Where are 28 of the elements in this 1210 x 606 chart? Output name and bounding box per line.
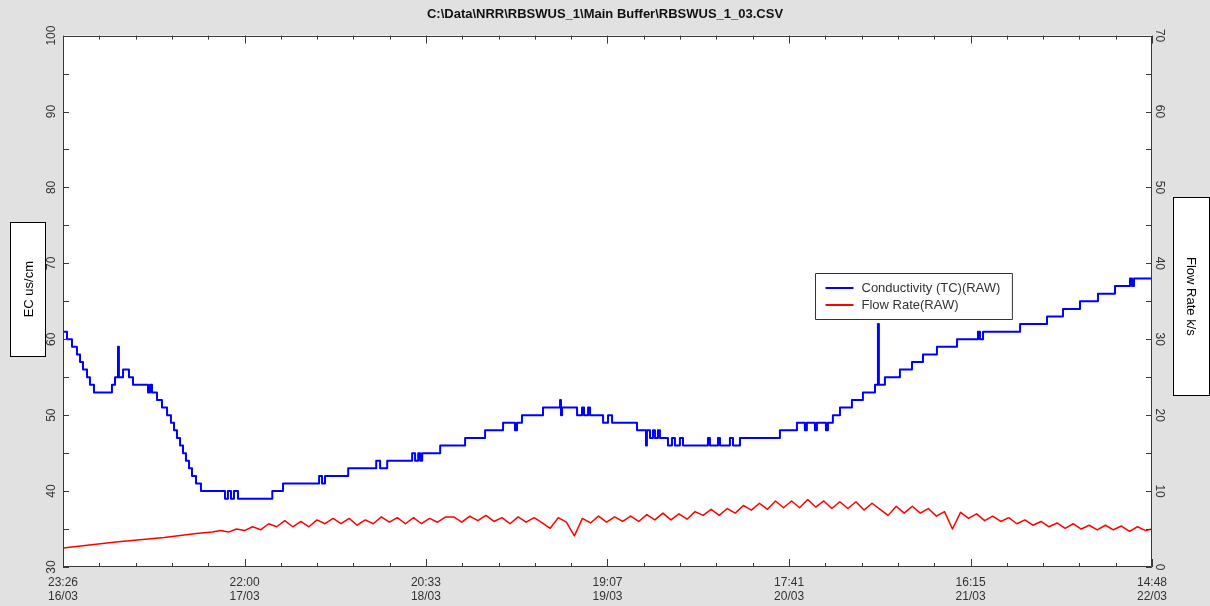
x-tick-label: 22:00 17/03 [229, 574, 260, 603]
y2-tick-label: 40 [1153, 256, 1168, 271]
y-tick-label: 50 [44, 408, 59, 422]
y-tick-label: 80 [44, 180, 59, 195]
x-tick-label: 20:33 18/03 [410, 574, 442, 603]
y2-tick-label: 0 [1153, 563, 1168, 571]
x-tick-label: 17:41 20/03 [774, 574, 805, 603]
y-tick-label: 70 [44, 256, 59, 271]
x-tick-label: 16:15 21/03 [955, 574, 986, 603]
chart-title: C:\Data\NRR\RBSWUS_1\Main Buffer\RBSWUS_1_03.CSV [426, 6, 784, 22]
y-axis-title: EC us/cm [20, 261, 36, 318]
x-tick-label: 14:48 22/03 [1136, 574, 1168, 603]
y2-tick-label: 70 [1153, 28, 1168, 43]
y-tick-label: 30 [44, 560, 59, 574]
legend-label: Conductivity (TC)(RAW) [861, 280, 1001, 296]
x-tick-label: 19:07 19/03 [592, 574, 623, 603]
legend-label: Flow Rate(RAW) [861, 297, 959, 313]
y-tick-label: 60 [44, 332, 59, 346]
y-tick-label: 100 [44, 25, 59, 46]
y-tick-label: 40 [44, 484, 59, 498]
x-tick-label: 23:26 16/03 [47, 574, 79, 603]
y-tick-label: 90 [44, 104, 59, 119]
y2-tick-label: 10 [1153, 484, 1168, 499]
y2-axis-title: Flow Rate k/s [1184, 257, 1199, 336]
y2-tick-label: 30 [1153, 332, 1168, 347]
y2-tick-label: 60 [1153, 104, 1168, 119]
y2-tick-label: 20 [1153, 408, 1168, 423]
y2-tick-label: 50 [1153, 180, 1168, 195]
